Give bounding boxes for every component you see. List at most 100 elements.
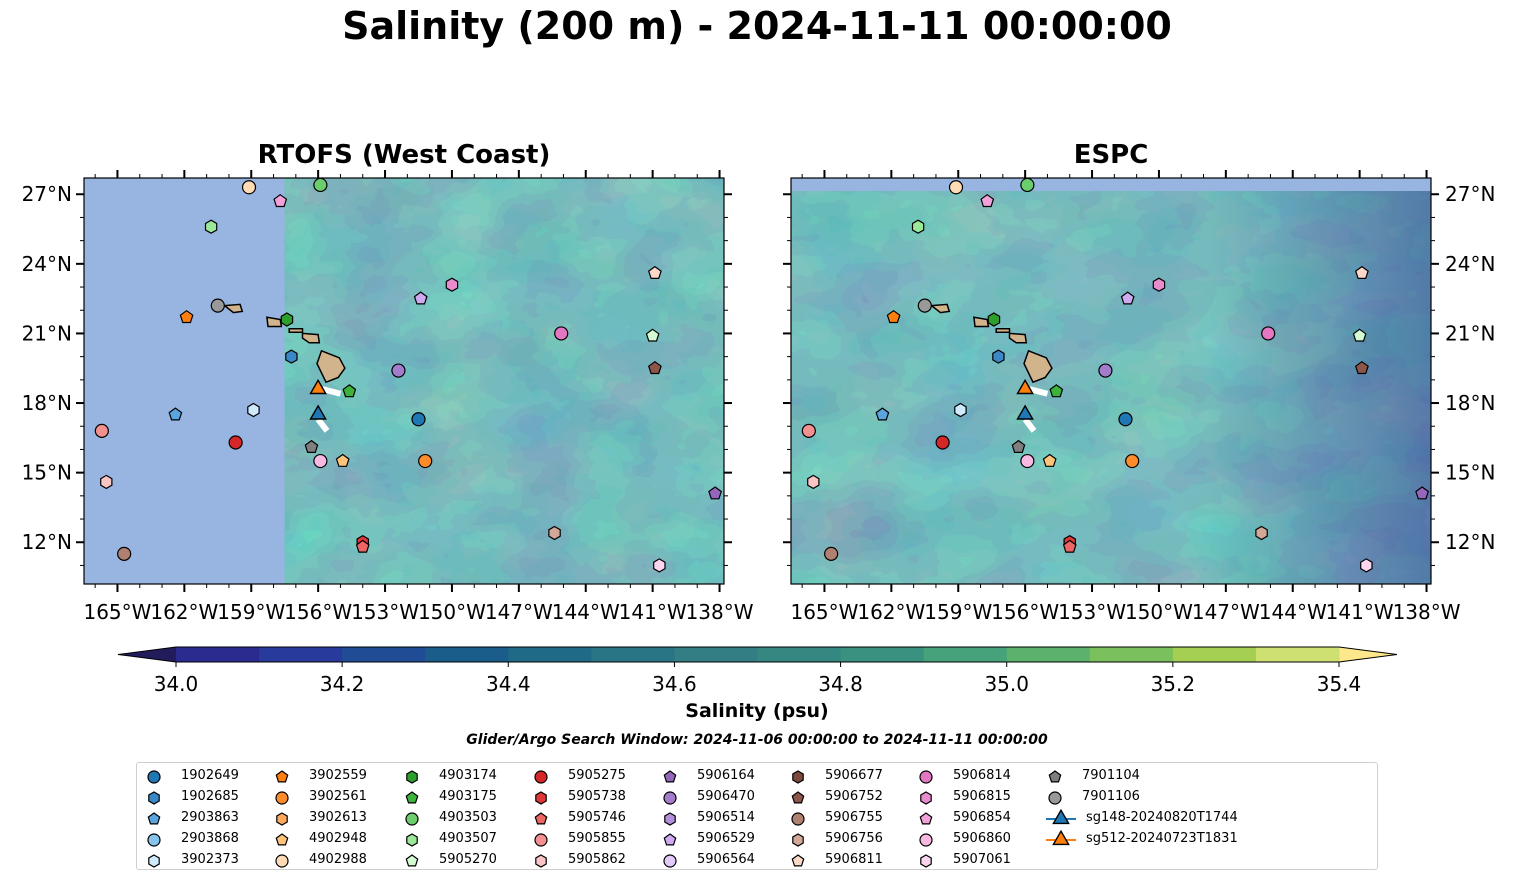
legend-item: 4903503 — [403, 807, 497, 828]
x-tick-label: 144°W — [552, 600, 620, 624]
x-tick-label: 150°W — [418, 600, 486, 624]
marker-5906814 — [1261, 326, 1276, 341]
marker-5905270 — [1352, 328, 1367, 342]
legend-marker — [919, 832, 933, 847]
legend-label: 7901104 — [1082, 768, 1140, 783]
legend-item: 2903863 — [145, 807, 239, 828]
legend-marker — [535, 790, 547, 805]
x-tick-label: 141°W — [1326, 600, 1394, 624]
marker-4903174 — [987, 312, 1001, 327]
x-tick-label: 147°W — [1192, 600, 1260, 624]
salinity-field — [284, 178, 724, 584]
legend-label: 1902649 — [181, 768, 239, 783]
legend-marker — [405, 790, 419, 803]
legend-marker — [920, 790, 932, 805]
legend-marker — [534, 769, 548, 784]
colorbar-bin — [1006, 647, 1091, 662]
legend-label: 5906814 — [953, 768, 1011, 783]
marker-5905862 — [807, 474, 820, 490]
legend-item: 5906677 — [789, 765, 883, 786]
legend-marker-icon — [791, 790, 805, 803]
marker-5905855 — [94, 423, 109, 438]
marker-sg512-20240723T1831 — [309, 378, 327, 395]
x-tick-label: 138°W — [1393, 600, 1461, 624]
legend-item: 5906814 — [917, 765, 1011, 786]
colorbar-bin — [923, 647, 1008, 662]
legend-item: sg148-20240820T1744 — [1046, 807, 1238, 828]
legend-label: 5905746 — [568, 810, 626, 825]
legend-marker-icon — [920, 853, 932, 868]
y-tick-label: 24°N — [22, 252, 72, 276]
colorbar-extend-high — [1339, 647, 1397, 662]
legend-item: 5906755 — [789, 807, 883, 828]
legend-item: 3902373 — [145, 849, 239, 870]
legend-marker-icon — [663, 832, 677, 845]
legend-marker-icon — [1046, 808, 1076, 824]
panel-title-espc: ESPC — [1073, 140, 1149, 170]
legend-marker — [534, 811, 548, 824]
legend-marker-icon — [919, 811, 933, 824]
marker-4903175 — [342, 384, 357, 398]
legend-label: 5907061 — [953, 852, 1011, 867]
legend-label: 5906564 — [697, 852, 755, 867]
legend-item: 5906860 — [917, 828, 1011, 849]
x-tick-label: 156°W — [284, 600, 352, 624]
legend-label: 5906854 — [953, 810, 1011, 825]
legend-item: 4902948 — [273, 828, 367, 849]
island — [1023, 349, 1053, 384]
legend-marker — [919, 769, 933, 784]
legend-marker — [405, 811, 419, 826]
marker-5906529 — [413, 291, 428, 305]
x-tick-label: 159°W — [924, 600, 992, 624]
marker-sg512-20240723T1831 — [1016, 378, 1034, 395]
legend-label: 5906677 — [825, 768, 883, 783]
x-tick-label: 147°W — [485, 600, 553, 624]
marker-3902559 — [179, 309, 194, 324]
marker-4902948 — [1042, 453, 1057, 467]
marker-4903503 — [1020, 178, 1035, 193]
marker-7901104 — [1011, 439, 1026, 453]
marker-1902649 — [411, 412, 426, 427]
marker-3902559 — [886, 309, 901, 324]
legend-marker — [406, 769, 418, 784]
legend-marker — [663, 832, 677, 845]
legend-marker — [148, 853, 160, 868]
legend-label: 4903503 — [439, 810, 497, 825]
legend-item: 5905862 — [532, 849, 626, 870]
legend-marker-icon — [147, 811, 161, 824]
legend-marker-icon — [276, 811, 288, 826]
legend-label: 5905738 — [568, 789, 626, 804]
legend-item: 5906470 — [661, 786, 755, 807]
glider-track-sg512 — [321, 386, 342, 397]
legend-marker — [1048, 790, 1062, 805]
marker-4902988 — [948, 180, 964, 195]
legend-label: 3902561 — [309, 789, 367, 804]
legend-marker-icon — [406, 769, 418, 784]
y-tick-label: 12°N — [22, 530, 72, 554]
marker-4903507 — [204, 219, 218, 234]
marker-5905270 — [645, 328, 660, 342]
marker-5906756 — [548, 525, 561, 541]
legend-label: 5906811 — [825, 852, 883, 867]
legend-item: 5906854 — [917, 807, 1011, 828]
marker-5906854 — [273, 193, 288, 208]
search-window-note: Glider/Argo Search Window: 2024-11-06 00… — [466, 732, 1048, 748]
legend-item: 5906564 — [661, 849, 755, 870]
legend-marker — [663, 853, 677, 868]
colorbar-label: Salinity (psu) — [685, 700, 829, 722]
marker-5906755 — [117, 546, 132, 561]
legend-marker — [275, 790, 289, 805]
legend-item: 2903868 — [145, 828, 239, 849]
legend-label: 5906860 — [953, 831, 1011, 846]
legend-label: 5906815 — [953, 789, 1011, 804]
legend-item: 4902988 — [273, 849, 367, 870]
legend-marker-icon — [792, 832, 804, 847]
legend-item: 4903175 — [403, 786, 497, 807]
legend-label: 5905270 — [439, 852, 497, 867]
legend-marker-icon — [791, 853, 805, 866]
legend-marker-icon — [663, 769, 677, 782]
colorbar-bin — [757, 647, 842, 662]
legend-marker-icon — [534, 811, 548, 824]
legend-marker — [275, 853, 289, 868]
